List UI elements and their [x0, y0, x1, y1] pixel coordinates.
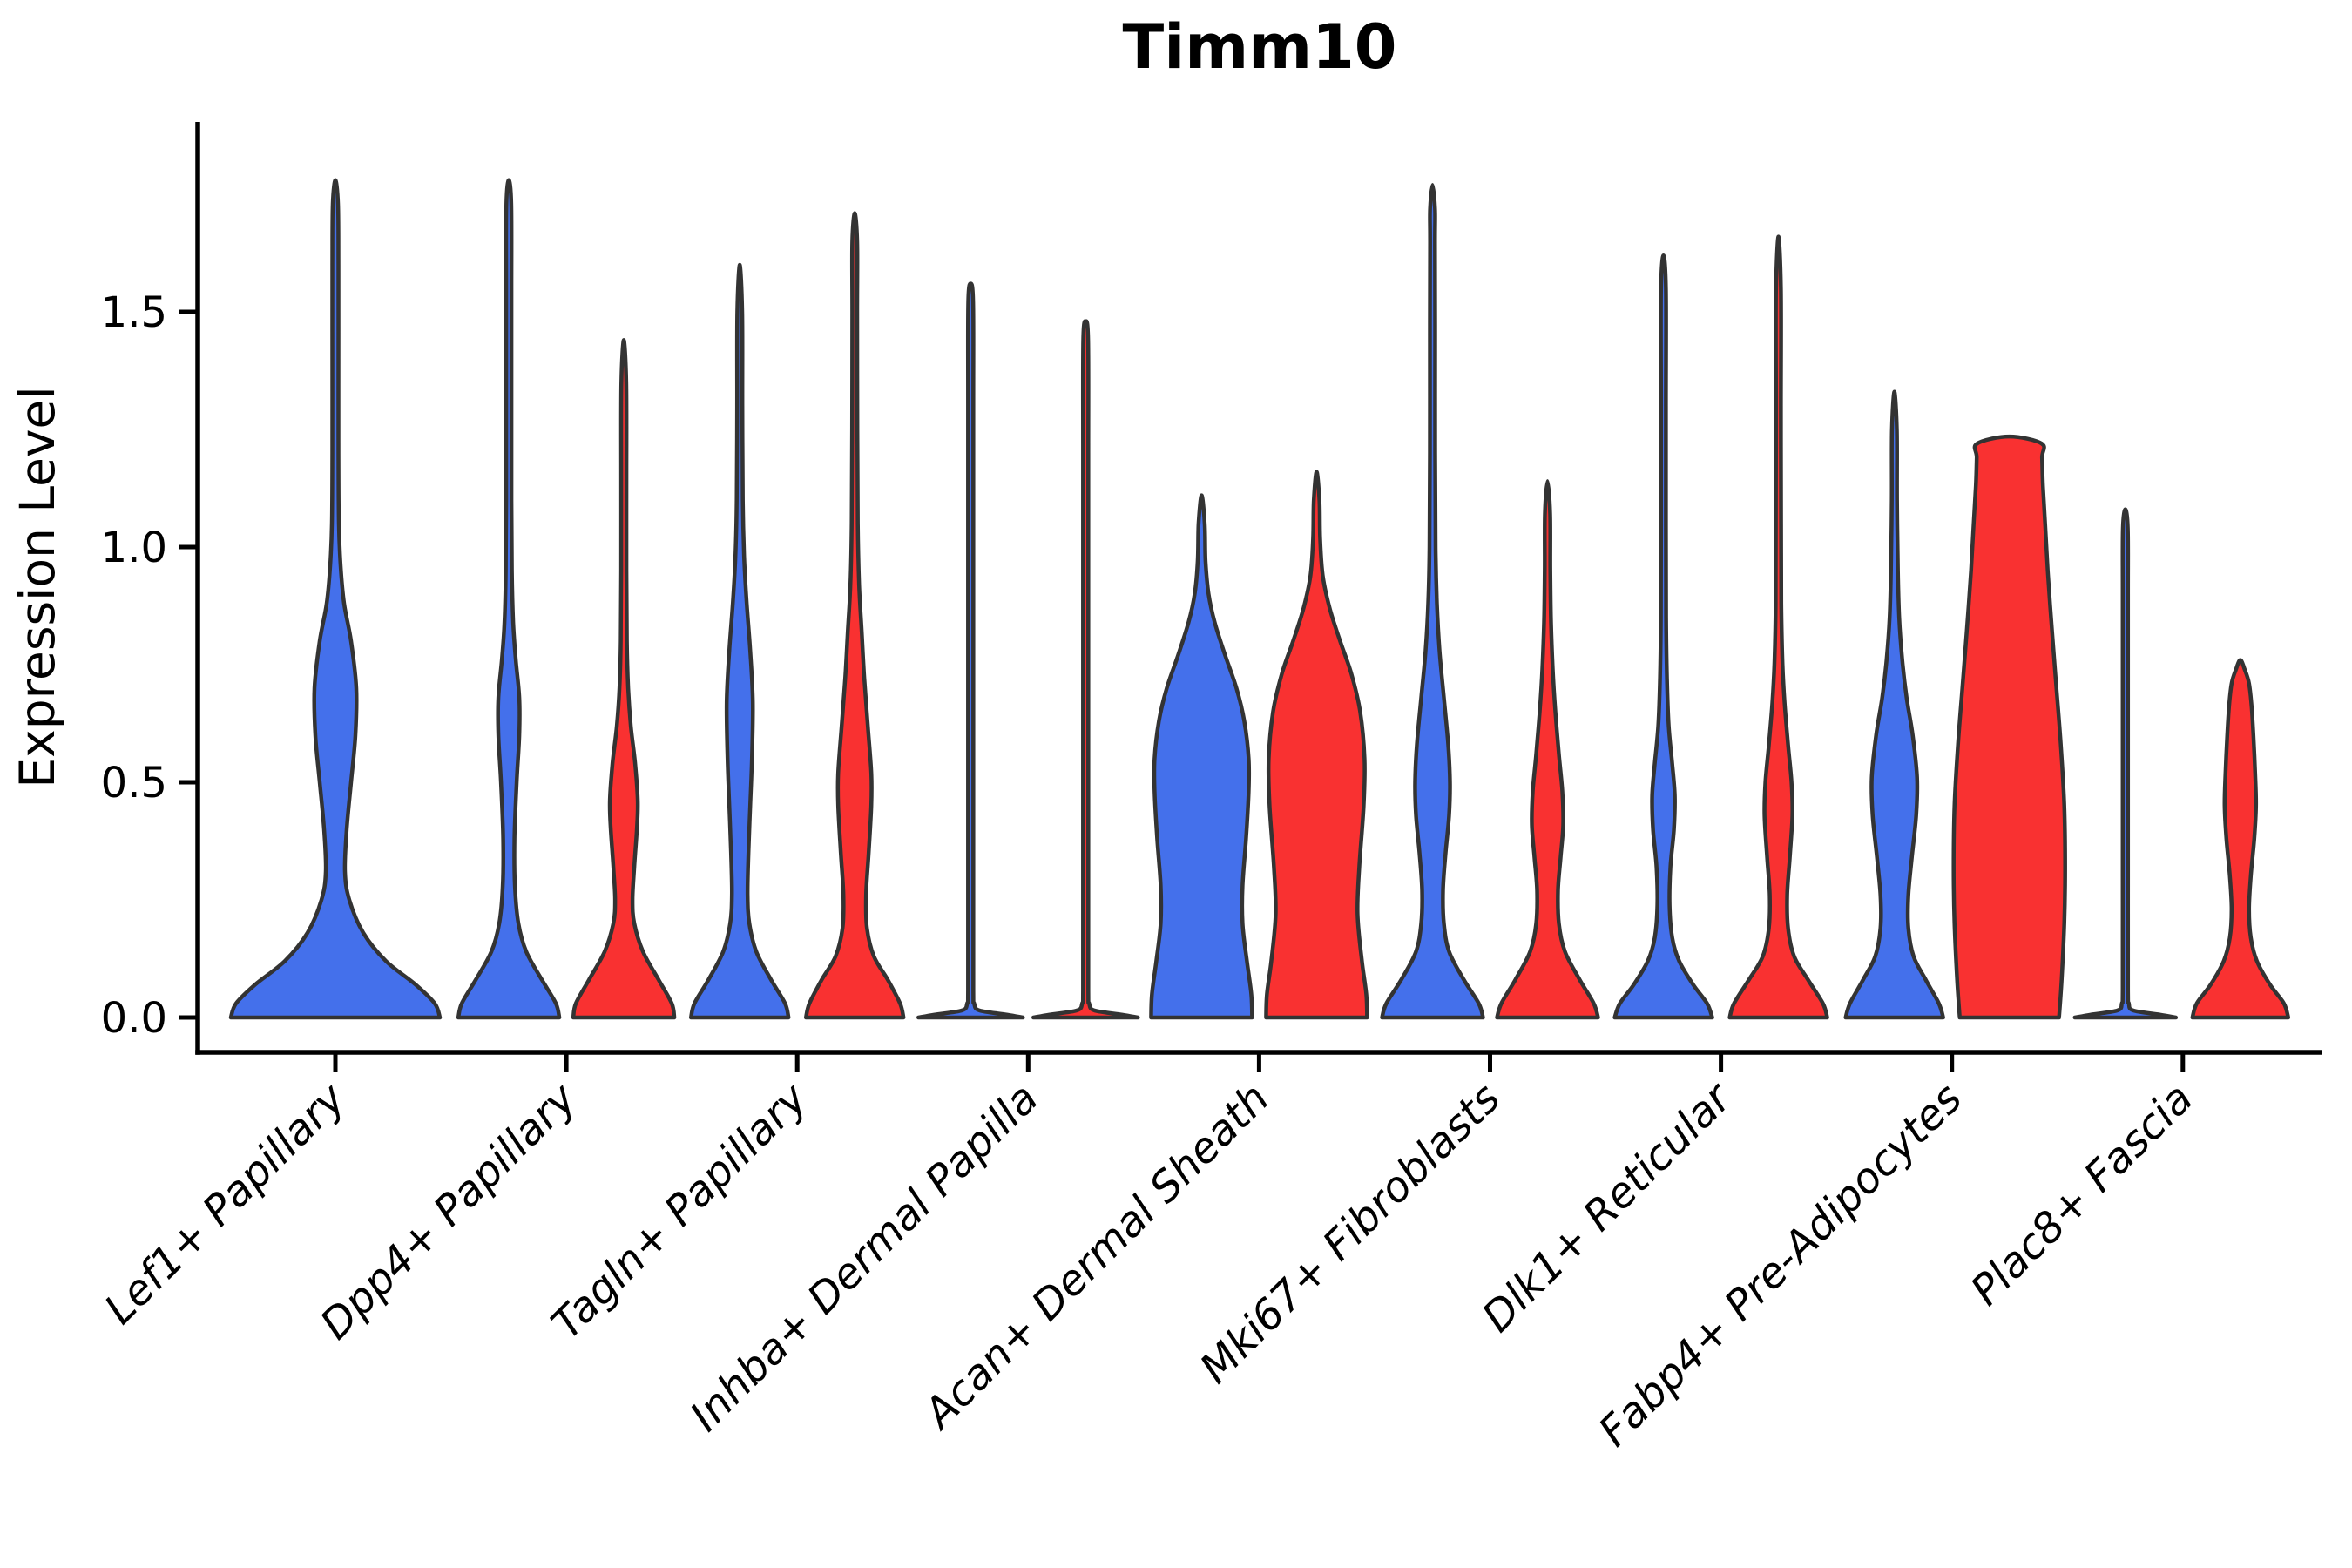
- violin-7-red: [1951, 434, 2067, 1020]
- y-tick-label: 0.0: [101, 994, 167, 1043]
- chart-title: Timm10: [1122, 11, 1396, 83]
- violin-3-blue: [916, 281, 1025, 1020]
- x-tick-label: Tagln+ Papillary: [542, 1073, 817, 1348]
- violin-0-blue: [228, 178, 443, 1020]
- violin-5-red: [1495, 479, 1600, 1020]
- x-tick-label: Fabp4+ Pre-Adipocytes: [1590, 1074, 1972, 1456]
- violin-6-red: [1727, 234, 1829, 1020]
- x-tick-label: Dpp4+ Papillary: [311, 1073, 586, 1348]
- violin-4-red: [1264, 470, 1369, 1020]
- violin-7-blue: [1843, 389, 1945, 1020]
- violin-8-red: [2190, 658, 2291, 1020]
- violin-2-red: [803, 211, 906, 1020]
- violin-5-blue: [1380, 182, 1485, 1020]
- violin-1-red: [571, 338, 677, 1020]
- violin-6-blue: [1612, 253, 1714, 1020]
- x-tick-label: Plac8+ Fascia: [1962, 1074, 2203, 1315]
- violins: [228, 178, 2291, 1020]
- violin-8-blue: [2072, 507, 2179, 1020]
- y-tick-label: 1.0: [101, 524, 167, 572]
- axes: [179, 122, 2322, 1072]
- y-tick-label: 1.5: [101, 288, 167, 337]
- violin-3-red: [1031, 319, 1140, 1020]
- y-axis-label: Expression Level: [10, 386, 65, 787]
- violin-4-blue: [1149, 493, 1254, 1020]
- x-tick-label: Dlk1+ Reticular: [1473, 1072, 1743, 1342]
- violin-2-blue: [688, 262, 791, 1020]
- x-tick-label: Lef1+ Papillary: [95, 1073, 355, 1334]
- y-tick-label: 0.5: [101, 759, 167, 808]
- violin-1-blue: [456, 178, 562, 1020]
